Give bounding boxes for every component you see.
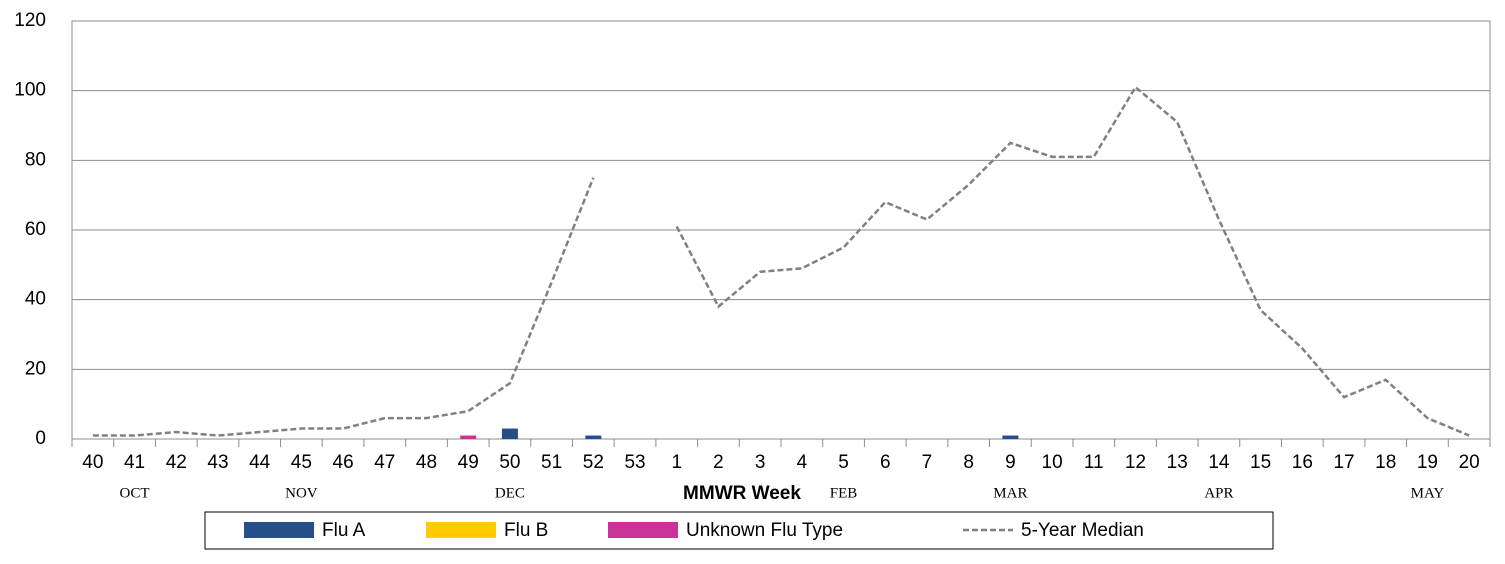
x-tick-label: 51 [541,452,562,473]
month-label: OCT [120,485,150,501]
y-tick-label: 0 [35,428,46,449]
y-tick-label: 60 [25,219,46,240]
y-tick-label: 20 [25,358,46,379]
month-label: APR [1204,485,1233,501]
x-tick-label: 42 [166,452,187,473]
x-tick-label: 52 [583,452,604,473]
y-tick-label: 100 [14,80,46,101]
x-tick-label: 4 [797,452,808,473]
x-tick-label: 16 [1292,452,1313,473]
x-tick-label: 50 [499,452,520,473]
x-tick-label: 41 [124,452,145,473]
y-tick-label: 80 [25,149,46,170]
legend-label: Flu A [322,520,366,541]
legend-swatch [426,522,496,538]
bar [460,435,477,439]
legend-swatch [608,522,678,538]
x-tick-label: 47 [374,452,395,473]
x-tick-label: 44 [249,452,271,473]
x-tick-label: 2 [713,452,724,473]
x-tick-label: 20 [1459,452,1480,473]
y-tick-label: 120 [14,10,46,31]
legend-label: Unknown Flu Type [686,520,843,541]
month-label: NOV [285,485,318,501]
x-tick-label: 17 [1333,452,1354,473]
x-tick-label: 5 [838,452,849,473]
x-tick-label: 11 [1084,452,1104,473]
legend-swatch [244,522,314,538]
x-tick-label: 43 [207,452,228,473]
median-line [92,85,1470,437]
month-label: MAR [993,485,1027,501]
x-tick-label: 15 [1250,452,1271,473]
x-tick-label: 8 [963,452,974,473]
legend-label: 5-Year Median [1021,520,1144,541]
x-tick-label: 46 [333,452,354,473]
x-tick-label: 12 [1125,452,1146,473]
month-label: FEB [830,485,858,501]
x-tick-label: 9 [1005,452,1016,473]
x-tick-label: 18 [1375,452,1396,473]
x-tick-label: 14 [1208,452,1230,473]
x-tick-label: 45 [291,452,312,473]
x-tick-label: 40 [82,452,103,473]
bar [501,428,518,439]
x-tick-label: 3 [755,452,766,473]
x-tick-label: 49 [458,452,479,473]
legend-label: Flu B [504,520,548,541]
x-tick-label: 53 [624,452,645,473]
month-label: DEC [495,485,525,501]
x-tick-label: 13 [1167,452,1188,473]
bar [1002,435,1019,439]
x-tick-label: 1 [671,452,682,473]
x-tick-label: 19 [1417,452,1438,473]
x-tick-label: 7 [922,452,933,473]
y-tick-label: 40 [25,289,46,310]
bar [585,435,602,439]
x-tick-label: 6 [880,452,891,473]
x-tick-label: 48 [416,452,437,473]
month-label: MAY [1411,485,1445,501]
legend-box [204,511,1274,550]
x-tick-label: 10 [1042,452,1063,473]
x-axis-title: MMWR Week [683,483,801,504]
